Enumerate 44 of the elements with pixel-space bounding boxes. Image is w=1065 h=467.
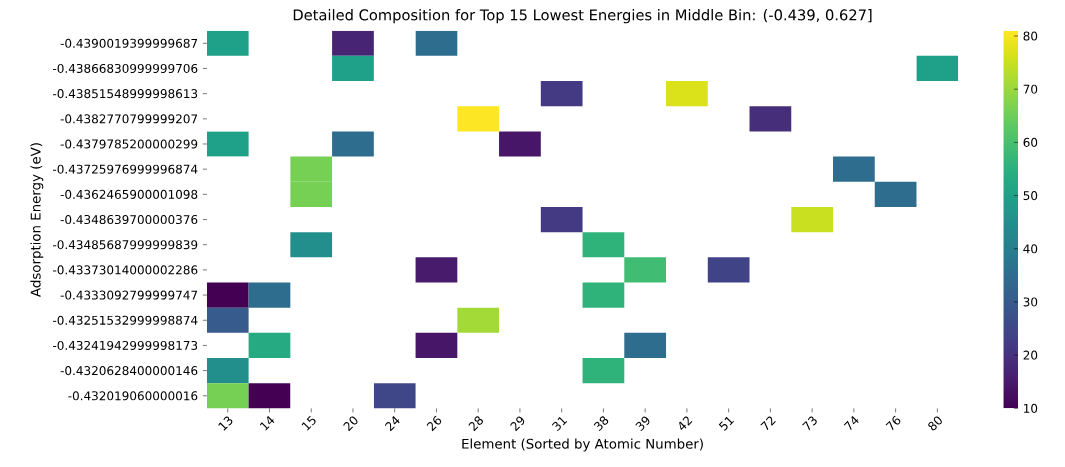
y-tick-label: -0.4320628400000146 <box>60 366 198 376</box>
x-tick-label: 80 <box>928 416 942 431</box>
y-tick-label: -0.43373014000002286 <box>53 265 198 275</box>
chart-title: Detailed Composition for Top 15 Lowest Energies in Middle Bin: (-0.439, 0.627] <box>293 9 872 24</box>
y-axis-title: Adsorption Energy (eV) <box>30 143 44 297</box>
x-tick-label: 20 <box>343 416 358 432</box>
x-tick-label: 74 <box>843 415 859 431</box>
color-bar-label: 50 <box>1023 191 1038 201</box>
color-bar-label: 70 <box>1023 84 1038 94</box>
x-tick-label: 38 <box>593 416 609 431</box>
x-tick-label: 76 <box>885 415 901 431</box>
x-tick-label: 24 <box>384 416 400 432</box>
y-tick-label: -0.4379785200000299 <box>60 139 198 149</box>
color-bar-label: 40 <box>1023 244 1038 254</box>
x-tick-label: 13 <box>218 416 233 431</box>
x-tick-label: 15 <box>301 415 316 431</box>
x-tick-label: 14 <box>259 415 275 431</box>
x-tick-label: 39 <box>635 416 650 431</box>
y-tick-label: -0.4390019399999687 <box>60 38 198 48</box>
x-tick-label: 26 <box>426 415 442 432</box>
y-tick-label: -0.4382770799999207 <box>60 114 198 124</box>
y-tick-label: -0.43485687999999839 <box>53 240 198 250</box>
y-tick-label: -0.43251532999998874 <box>53 315 198 325</box>
color-bar-label: 30 <box>1023 297 1038 307</box>
color-bar-label: 20 <box>1023 350 1038 360</box>
x-tick-label: 28 <box>468 416 484 432</box>
x-tick-label: 42 <box>679 416 693 430</box>
y-tick-label: -0.4362465900001098 <box>60 189 198 199</box>
x-tick-label: 29 <box>510 416 525 432</box>
x-tick-label: 31 <box>551 416 568 431</box>
color-bar-label: 60 <box>1023 137 1038 147</box>
x-tick-label: 72 <box>760 416 776 431</box>
y-tick-label: -0.43241942999998173 <box>53 340 198 350</box>
x-tick-label: 51 <box>718 416 735 431</box>
color-bar-label: 80 <box>1023 31 1038 41</box>
y-tick-label: -0.43851548999998613 <box>53 89 198 99</box>
y-tick-label: -0.432019060000016 <box>68 391 198 401</box>
y-tick-label: -0.4333092799999747 <box>60 290 198 300</box>
color-bar-label: 10 <box>1024 403 1038 413</box>
y-tick-label: -0.43725976999996874 <box>53 164 198 174</box>
x-tick-label: 73 <box>802 416 817 431</box>
x-axis-title: Element (Sorted by Atomic Number) <box>462 438 703 452</box>
y-tick-label: -0.43866830999999706 <box>53 63 198 73</box>
y-tick-label: -0.4348639700000376 <box>60 214 198 225</box>
